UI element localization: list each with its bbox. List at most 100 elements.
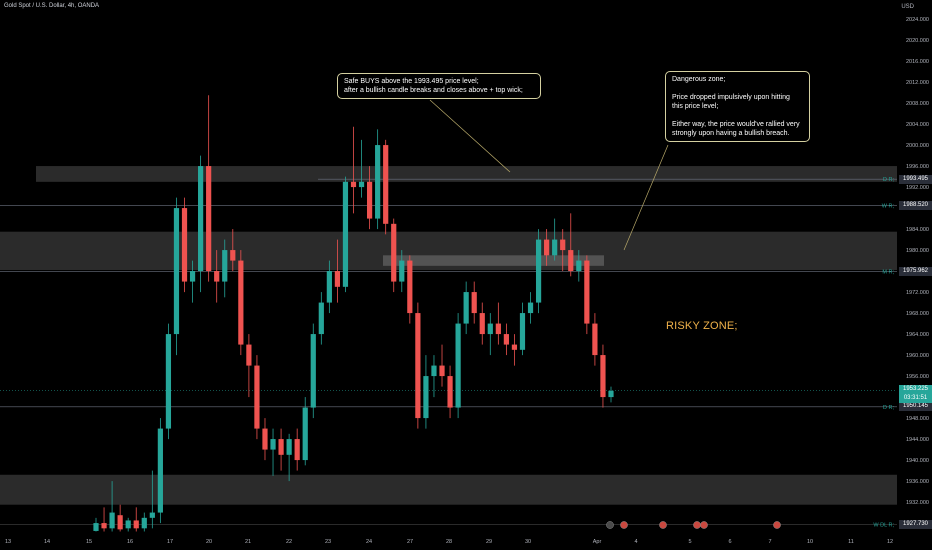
- candle: [431, 355, 437, 398]
- x-tick-label: 30: [525, 539, 531, 545]
- candle-body: [286, 439, 292, 455]
- candle-body: [487, 323, 493, 335]
- flag-event-icon[interactable]: [693, 521, 701, 529]
- candle: [375, 129, 381, 230]
- candle-body: [246, 344, 252, 366]
- candle-body: [576, 260, 582, 272]
- candle-body: [383, 145, 389, 224]
- candle: [173, 197, 180, 356]
- currency-label: USD: [901, 4, 914, 10]
- y-tick-label: 1992.000: [906, 185, 929, 191]
- flag-event-icon[interactable]: [620, 521, 628, 529]
- candle: [600, 344, 606, 408]
- flag-event-icon[interactable]: [659, 521, 667, 529]
- level-price-tag: 1950.145: [899, 402, 932, 412]
- flag-event-icon[interactable]: [700, 521, 708, 529]
- dividend-icon[interactable]: [606, 521, 614, 529]
- callout-pointers: [429, 99, 669, 251]
- level-price-tag: 1927.730: [899, 519, 932, 529]
- candle-body: [133, 520, 139, 529]
- candle-body: [262, 428, 268, 450]
- dangerous-zone-callout: Dangerous zone; Price dropped impulsivel…: [665, 71, 810, 142]
- candle: [334, 239, 341, 303]
- y-tick-label: 1956.000: [906, 374, 929, 380]
- level-label-4: W DL R;: [873, 522, 894, 528]
- candle-body: [608, 390, 614, 398]
- candle: [133, 507, 139, 532]
- candle: [391, 218, 397, 293]
- candle-body: [230, 250, 236, 261]
- candle-body: [535, 239, 542, 303]
- candle-body: [165, 334, 172, 429]
- y-tick-label: 1980.000: [906, 248, 929, 254]
- y-tick-label: 1996.000: [906, 164, 929, 170]
- candle: [270, 428, 276, 476]
- candle-body: [495, 323, 501, 335]
- candle-body: [342, 181, 349, 287]
- x-tick-label: 16: [127, 539, 133, 545]
- candle: [214, 250, 220, 303]
- candle: [560, 229, 566, 272]
- candle: [511, 334, 518, 366]
- level-price-tag: 1993.495: [899, 174, 932, 184]
- zone-3: [0, 474, 897, 505]
- x-tick-label: 6: [728, 539, 731, 545]
- candle-body: [455, 323, 461, 408]
- candle: [471, 281, 477, 324]
- candle-body: [560, 239, 566, 251]
- candle: [576, 250, 582, 282]
- candle: [608, 386, 614, 403]
- candle-body: [519, 313, 526, 350]
- candle-body: [214, 271, 220, 282]
- candle-body: [189, 271, 196, 282]
- candle-body: [471, 292, 477, 314]
- x-tick-label: 17: [167, 539, 173, 545]
- candle: [101, 507, 107, 532]
- candle: [503, 323, 509, 356]
- candle: [592, 313, 598, 366]
- y-tick-label: 1940.000: [906, 458, 929, 464]
- candle: [286, 433, 292, 482]
- y-tick-label: 2016.000: [906, 59, 929, 65]
- x-tick-label: 24: [366, 539, 372, 545]
- candle-body: [568, 250, 574, 272]
- candle-body: [511, 344, 518, 350]
- candle-body: [431, 365, 437, 377]
- x-tick-label: 5: [688, 539, 691, 545]
- x-tick-label: 22: [286, 539, 292, 545]
- candle: [399, 250, 405, 293]
- candle: [141, 512, 147, 532]
- candle: [544, 229, 550, 266]
- candle-body: [141, 517, 147, 529]
- candle: [310, 323, 316, 419]
- candle-body: [222, 250, 228, 282]
- candle-body: [181, 208, 188, 282]
- candle: [342, 176, 349, 293]
- y-tick-label: 2000.000: [906, 143, 929, 149]
- candle: [117, 504, 123, 532]
- candle: [519, 302, 526, 356]
- candle: [181, 197, 188, 293]
- candle: [487, 313, 493, 356]
- candle-body: [125, 520, 131, 529]
- candle: [366, 166, 373, 230]
- dangerous-pointer: [623, 144, 669, 251]
- level-price-tag: 1975.962: [899, 266, 932, 276]
- level-label-1: W R;: [882, 203, 895, 209]
- candle: [455, 313, 461, 419]
- candle-body: [584, 260, 590, 324]
- y-tick-label: 1948.000: [906, 416, 929, 422]
- candle-body: [198, 166, 204, 272]
- candle: [189, 260, 196, 303]
- level-label-3: D R;: [883, 405, 894, 411]
- x-tick-label: 20: [206, 539, 212, 545]
- candle: [262, 418, 268, 461]
- flag-event-icon[interactable]: [773, 521, 781, 529]
- candle: [584, 255, 590, 335]
- candle: [447, 365, 453, 419]
- y-tick-label: 2020.000: [906, 38, 929, 44]
- candle: [350, 126, 357, 214]
- candles-layer: [93, 95, 614, 532]
- zones-layer: [0, 166, 897, 505]
